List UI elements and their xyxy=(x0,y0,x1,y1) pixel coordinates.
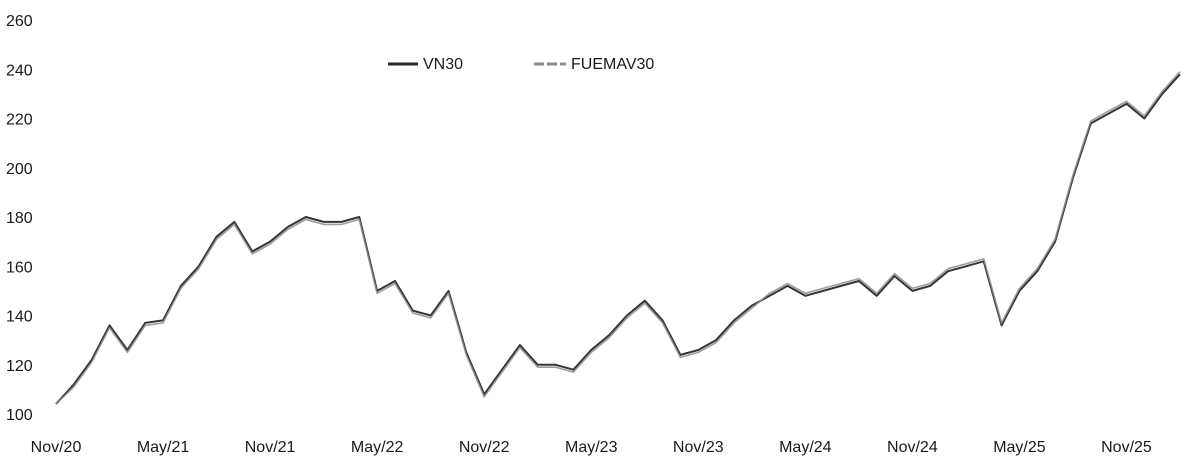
x-tick-label: Nov/25 xyxy=(1101,439,1152,456)
y-tick-label: 180 xyxy=(6,210,33,227)
x-tick-label: May/24 xyxy=(779,439,832,456)
series-line-fuemav30 xyxy=(55,71,1181,405)
x-tick-label: Nov/20 xyxy=(31,439,82,456)
y-tick-label: 240 xyxy=(6,62,33,79)
x-tick-label: May/23 xyxy=(565,439,618,456)
x-tick-label: Nov/21 xyxy=(245,439,296,456)
x-tick-label: Nov/24 xyxy=(887,439,938,456)
y-tick-label: 160 xyxy=(6,259,33,276)
x-tick-label: May/25 xyxy=(993,439,1046,456)
legend-label-fuemav30: FUEMAV30 xyxy=(571,56,654,73)
x-axis-ticks: Nov/20 May/21 Nov/21 May/22 Nov/22 May/23 Nov/… xyxy=(31,439,1152,456)
x-tick-label: Nov/23 xyxy=(673,439,724,456)
y-axis-ticks: 100 120 140 160 180 200 220 240 260 xyxy=(6,13,33,424)
x-tick-label: May/21 xyxy=(137,439,190,456)
legend-label-vn30: VN30 xyxy=(423,56,463,73)
series-lines xyxy=(55,71,1181,405)
legend: VN30 FUEMAV30 xyxy=(388,56,654,73)
y-tick-label: 140 xyxy=(6,309,33,326)
y-tick-label: 220 xyxy=(6,112,33,129)
y-tick-label: 120 xyxy=(6,358,33,375)
y-tick-label: 100 xyxy=(6,407,33,424)
x-tick-label: Nov/22 xyxy=(459,439,510,456)
series-line-vn30 xyxy=(55,73,1181,405)
y-tick-label: 200 xyxy=(6,161,33,178)
y-tick-label: 260 xyxy=(6,13,33,30)
x-tick-label: May/22 xyxy=(351,439,404,456)
